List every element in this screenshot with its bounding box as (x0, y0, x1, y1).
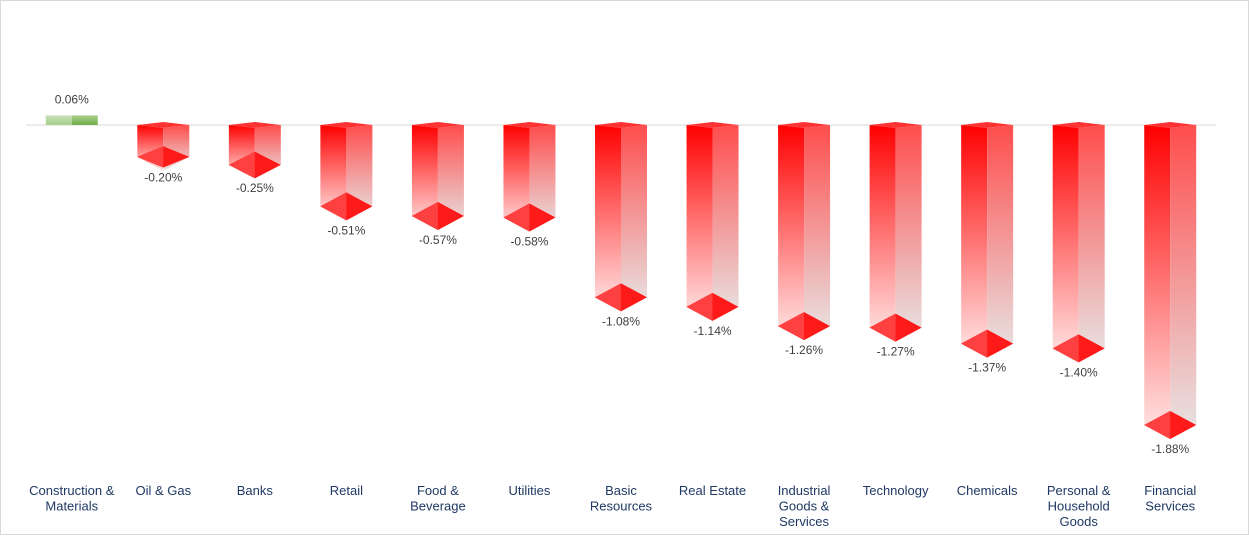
bar-side-face (71, 115, 98, 125)
bar-bottom-cap-shade (686, 292, 713, 321)
category-label: Financial Services (1144, 483, 1196, 514)
category-label: Retail (330, 483, 363, 498)
bar-side-face (712, 125, 739, 321)
bar-side-face (621, 125, 647, 312)
value-label: -1.27% (877, 345, 915, 359)
bar-13 (1144, 122, 1197, 439)
bar-bottom-cap-shade (869, 313, 896, 342)
bar-12 (1052, 122, 1105, 363)
bar-front-face (869, 125, 896, 342)
bar-bottom-cap-shade (778, 312, 805, 341)
bar-front-face (961, 125, 988, 358)
bar-front-face (778, 125, 805, 341)
bar-3 (228, 122, 281, 179)
value-label: 0.06% (55, 92, 89, 106)
bar-front-face (1052, 125, 1079, 363)
category-label: Oil & Gas (135, 483, 191, 498)
bar-side-face (987, 125, 1014, 358)
bar-bottom-cap-shade (411, 201, 438, 230)
category-label: Construction & Materials (29, 483, 115, 514)
bar-2 (137, 122, 190, 171)
bar-6 (503, 122, 556, 232)
value-label: -0.20% (144, 171, 182, 185)
value-label: -1.88% (1151, 442, 1189, 456)
bar-bottom-cap-shade (1144, 411, 1171, 439)
category-label: Basic Resources (590, 483, 653, 514)
category-label: Chemicals (957, 483, 1018, 498)
value-label: -1.26% (785, 343, 823, 357)
bar-bottom-cap-shade (961, 329, 988, 358)
bar-10 (869, 122, 922, 342)
bar-4 (320, 122, 373, 221)
value-label: -0.51% (327, 223, 365, 237)
bar-front-face (45, 115, 72, 125)
bar-bottom-cap-shade (137, 146, 164, 168)
value-label: -1.40% (1060, 365, 1098, 379)
bar-side-face (804, 125, 831, 341)
category-label: Utilities (509, 483, 551, 498)
bar-front-face (686, 125, 713, 321)
value-label: -0.58% (510, 235, 548, 249)
bar-bottom-cap-shade (1052, 334, 1079, 363)
bar-bottom-cap-shade (228, 151, 255, 179)
bar-5 (411, 122, 464, 230)
category-label: Industrial Goods & Services (778, 483, 831, 529)
bar-11 (961, 122, 1014, 358)
value-label: -1.37% (968, 361, 1006, 375)
value-label: -1.08% (602, 314, 640, 328)
category-label: Banks (237, 483, 274, 498)
value-label: -1.14% (694, 324, 732, 338)
bar-9 (778, 122, 831, 341)
value-label: -0.25% (236, 181, 274, 195)
bar-7 (595, 122, 647, 312)
bar-front-face (595, 125, 621, 312)
category-label: Technology (863, 483, 929, 498)
bar-side-face (1170, 125, 1197, 439)
category-label: Real Estate (679, 483, 746, 498)
category-label: Food & Beverage (410, 483, 466, 514)
bar-side-face (437, 125, 464, 230)
bar-bottom-cap-shade (595, 283, 621, 312)
bar-front-face (503, 125, 530, 232)
bar-side-face (1078, 125, 1105, 363)
bar-side-face (895, 125, 922, 342)
bar-bottom-cap-shade (320, 192, 347, 221)
bar-bottom-cap-shade (503, 203, 530, 232)
bar-front-face (1144, 125, 1171, 439)
bar-side-face (529, 125, 556, 232)
bar-front-face (411, 125, 438, 230)
bar-8 (686, 122, 739, 321)
value-label: -0.57% (419, 233, 457, 247)
category-label: Personal & Household Goods (1047, 483, 1111, 529)
bar-1 (45, 115, 98, 125)
